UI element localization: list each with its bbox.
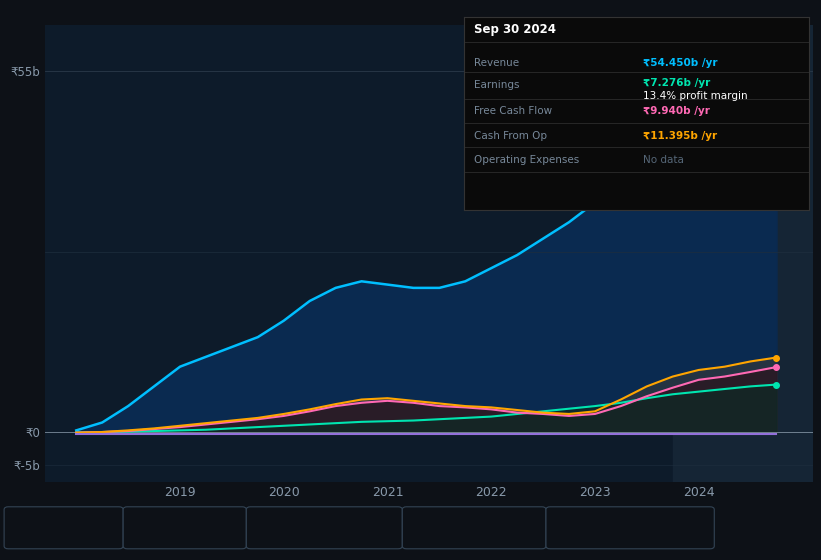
- Text: Cash From Op: Cash From Op: [439, 523, 517, 533]
- Text: ●: ●: [141, 523, 149, 533]
- Text: ₹11.395b /yr: ₹11.395b /yr: [643, 130, 718, 141]
- Text: ●: ●: [420, 523, 429, 533]
- Text: No data: No data: [643, 155, 684, 165]
- Text: Earnings: Earnings: [475, 80, 520, 90]
- Text: Revenue: Revenue: [41, 523, 89, 533]
- Text: Free Cash Flow: Free Cash Flow: [283, 523, 367, 533]
- Text: Sep 30 2024: Sep 30 2024: [475, 23, 556, 36]
- Text: Earnings: Earnings: [160, 523, 209, 533]
- Text: ₹7.276b /yr: ₹7.276b /yr: [643, 78, 710, 88]
- Text: ₹54.450b /yr: ₹54.450b /yr: [643, 58, 718, 68]
- Bar: [672, 25, 813, 482]
- Text: Operating Expenses: Operating Expenses: [583, 523, 695, 533]
- Text: ₹9.940b /yr: ₹9.940b /yr: [643, 106, 710, 116]
- Text: Cash From Op: Cash From Op: [475, 130, 548, 141]
- Text: Revenue: Revenue: [475, 58, 520, 68]
- Text: Operating Expenses: Operating Expenses: [475, 155, 580, 165]
- Text: 13.4% profit margin: 13.4% profit margin: [643, 91, 748, 101]
- Text: ●: ●: [264, 523, 273, 533]
- Text: Free Cash Flow: Free Cash Flow: [475, 106, 553, 116]
- Text: ●: ●: [22, 523, 30, 533]
- Text: ●: ●: [564, 523, 572, 533]
